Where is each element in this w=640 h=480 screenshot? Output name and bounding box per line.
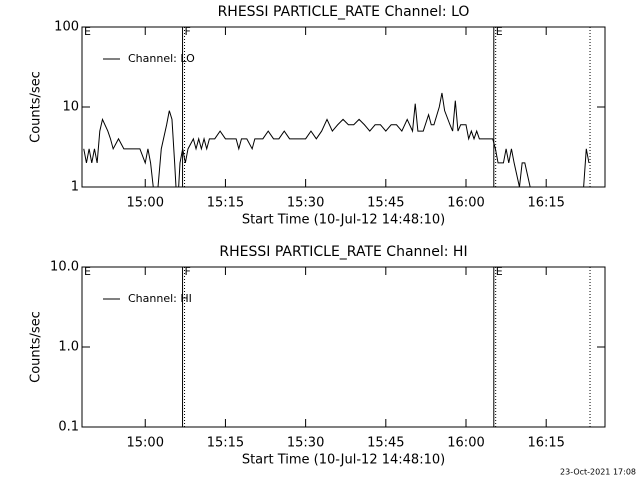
y-tick-label: 100	[54, 20, 79, 35]
chart-title: RHESSI PARTICLE_RATE Channel: HI	[219, 244, 467, 260]
legend-label: Channel: HI	[128, 292, 192, 305]
y-tick-label: 0.1	[58, 420, 79, 435]
y-axis-label: Counts/sec	[29, 71, 44, 143]
y-tick-label: 1.0	[58, 340, 79, 355]
y-tick-label: 10	[62, 100, 79, 115]
x-axis-label: Start Time (10-Jul-12 14:48:10)	[242, 213, 445, 228]
x-tick-label: 15:30	[287, 436, 324, 451]
marker-label: E	[84, 265, 91, 278]
x-tick-label: 16:00	[447, 436, 484, 451]
x-axis-label: Start Time (10-Jul-12 14:48:10)	[242, 453, 445, 468]
x-tick-label: 16:15	[527, 436, 564, 451]
x-tick-label: 16:00	[447, 196, 484, 211]
y-axis-label: Counts/sec	[29, 311, 44, 383]
x-tick-label: 16:15	[527, 196, 564, 211]
x-tick-label: 15:15	[207, 196, 244, 211]
x-tick-label: 15:00	[127, 436, 164, 451]
y-tick-label: 1	[71, 180, 79, 195]
marker-label: F	[185, 25, 191, 38]
x-tick-label: 15:30	[287, 196, 324, 211]
legend-label: Channel: LO	[128, 52, 195, 65]
x-tick-label: 15:45	[367, 436, 404, 451]
marker-label: E	[496, 25, 503, 38]
y-tick-label: 10.0	[50, 260, 79, 275]
marker-label: F	[185, 265, 191, 278]
data-line	[83, 92, 590, 187]
footer: 23-Oct-2021 17:08	[560, 468, 636, 477]
x-tick-label: 15:00	[127, 196, 164, 211]
x-tick-label: 15:15	[207, 436, 244, 451]
chart-title: RHESSI PARTICLE_RATE Channel: LO	[218, 4, 470, 20]
marker-label: E	[496, 265, 503, 278]
marker-label: E	[84, 25, 91, 38]
x-tick-label: 15:45	[367, 196, 404, 211]
